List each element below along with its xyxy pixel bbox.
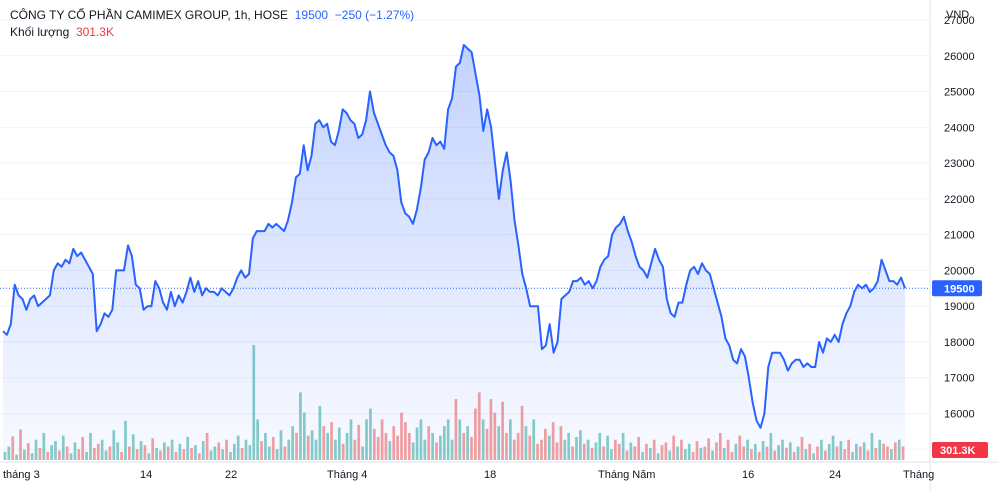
y-tick-label: 21000 (944, 230, 975, 242)
volume-value: 301.3K (75, 25, 114, 39)
last-price-badge-label: 19500 (944, 283, 975, 295)
y-tick-label: 23000 (944, 158, 975, 170)
x-tick-label: tháng 3 (3, 469, 40, 481)
price-line (2, 44, 906, 429)
last-volume-badge-label: 301.3K (940, 445, 976, 457)
volume-label: Khối lượng (10, 25, 70, 39)
x-tick-label: 24 (829, 469, 841, 481)
x-tick-label: 14 (140, 469, 152, 481)
y-tick-label: 22000 (944, 194, 975, 206)
y-tick-label: 19000 (944, 301, 975, 313)
y-tick-label: 17000 (944, 373, 975, 385)
last-price: 19500 (294, 8, 329, 22)
price-change: −250 (−1.27%) (334, 8, 415, 22)
last-price-badge (932, 280, 982, 297)
y-tick-label: 16000 (944, 408, 975, 420)
y-tick-label: 26000 (944, 51, 975, 63)
price-unit: VND (946, 9, 970, 21)
legend-volume-row: Khối lượng 301.3K (10, 24, 414, 41)
x-tick-label: Tháng 4 (327, 469, 367, 481)
x-tick-label: Tháng Năm (598, 469, 655, 481)
x-tick-label: Tháng (903, 469, 934, 481)
x-tick-label: 16 (742, 469, 754, 481)
legend-symbol-row: CÔNG TY CỔ PHẦN CAMIMEX GROUP, 1h, HOSE … (10, 7, 414, 24)
y-tick-label: 27000 (944, 15, 975, 27)
price-area (3, 45, 905, 460)
x-tick-label: 22 (225, 469, 237, 481)
symbol-title: CÔNG TY CỔ PHẦN CAMIMEX GROUP, 1h, HOSE (10, 8, 289, 22)
y-tick-label: 24000 (944, 122, 975, 134)
x-tick-label: 18 (484, 469, 496, 481)
chart-legend: CÔNG TY CỔ PHẦN CAMIMEX GROUP, 1h, HOSE … (10, 7, 414, 41)
y-tick-label: 25000 (944, 87, 975, 99)
last-volume-badge (932, 442, 988, 458)
y-tick-label: 20000 (944, 265, 975, 277)
y-tick-label: 18000 (944, 337, 975, 349)
